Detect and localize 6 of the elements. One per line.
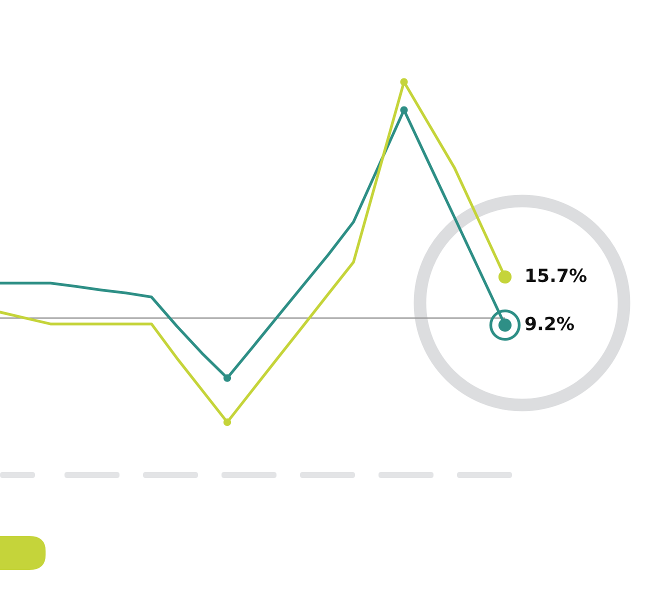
text: 15.7% — [526, 268, 587, 282]
point — [400, 78, 408, 86]
point — [223, 374, 232, 382]
text: 9.2% — [525, 316, 574, 330]
point — [400, 106, 408, 114]
point — [223, 418, 232, 426]
